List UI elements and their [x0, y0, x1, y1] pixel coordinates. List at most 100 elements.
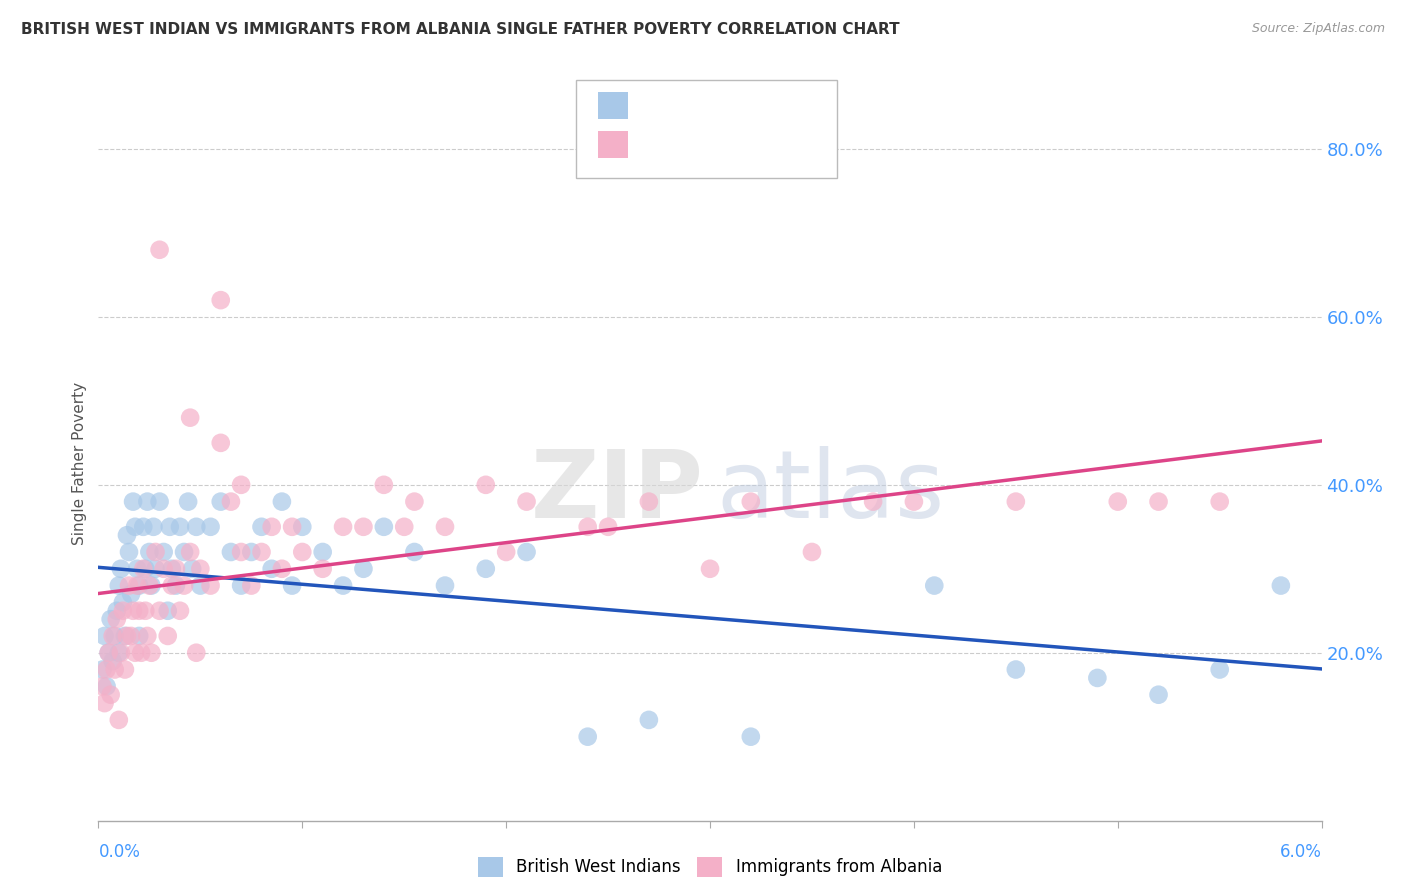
Point — [637, 494, 661, 508]
Point — [169, 520, 191, 534]
Point — [291, 520, 314, 534]
Point — [596, 520, 619, 534]
Text: BRITISH WEST INDIAN VS IMMIGRANTS FROM ALBANIA SINGLE FATHER POVERTY CORRELATION: BRITISH WEST INDIAN VS IMMIGRANTS FROM A… — [21, 22, 900, 37]
Point — [145, 545, 167, 559]
Point — [145, 562, 167, 576]
Point — [311, 562, 335, 576]
Point — [404, 545, 426, 559]
Point — [142, 520, 165, 534]
Point — [128, 629, 150, 643]
Point — [165, 562, 187, 576]
Text: R = -0.067   N = 67: R = -0.067 N = 67 — [637, 95, 827, 113]
Point — [111, 595, 134, 609]
Point — [373, 478, 395, 492]
Point — [1208, 663, 1230, 677]
Point — [160, 578, 183, 592]
Point — [111, 604, 134, 618]
Point — [862, 494, 884, 508]
Point — [132, 520, 155, 534]
Point — [1147, 494, 1170, 508]
Point — [177, 494, 200, 508]
Point — [740, 494, 762, 508]
Point — [105, 612, 128, 626]
Point — [115, 629, 138, 643]
Point — [110, 562, 132, 576]
Point — [188, 562, 212, 576]
Point — [186, 646, 208, 660]
Point — [104, 663, 127, 677]
Point — [209, 435, 232, 450]
Point — [149, 604, 172, 618]
Point — [124, 520, 146, 534]
Point — [740, 730, 762, 744]
Point — [156, 629, 179, 643]
Point — [433, 520, 456, 534]
Point — [149, 494, 172, 508]
Point — [96, 679, 118, 693]
Point — [270, 494, 292, 508]
Point — [209, 293, 232, 307]
Point — [149, 243, 172, 257]
Point — [165, 578, 187, 592]
Text: atlas: atlas — [716, 446, 945, 539]
Point — [352, 520, 374, 534]
Point — [152, 562, 174, 576]
Point — [495, 545, 517, 559]
Point — [120, 587, 142, 601]
Point — [291, 545, 314, 559]
Point — [1270, 578, 1292, 592]
Point — [101, 629, 124, 643]
Point — [260, 562, 283, 576]
Y-axis label: Single Father Poverty: Single Father Poverty — [72, 383, 87, 545]
Point — [104, 629, 127, 643]
Point — [124, 646, 146, 660]
Point — [152, 545, 174, 559]
Point — [281, 520, 304, 534]
Text: 6.0%: 6.0% — [1279, 843, 1322, 861]
Point — [1085, 671, 1108, 685]
Point — [108, 713, 131, 727]
Point — [373, 520, 395, 534]
Point — [903, 494, 925, 508]
Point — [219, 494, 242, 508]
Point — [136, 494, 159, 508]
Point — [392, 520, 416, 534]
Point — [118, 578, 141, 592]
Point — [132, 562, 155, 576]
Point — [134, 604, 156, 618]
Point — [105, 604, 128, 618]
Point — [576, 730, 599, 744]
Text: ZIP: ZIP — [531, 446, 704, 539]
Point — [138, 545, 160, 559]
Point — [1004, 663, 1026, 677]
Point — [200, 578, 222, 592]
Point — [91, 679, 114, 693]
Point — [188, 578, 212, 592]
Point — [229, 545, 253, 559]
Point — [127, 578, 149, 592]
Point — [433, 578, 456, 592]
Point — [97, 646, 120, 660]
Point — [128, 604, 150, 618]
Point — [260, 520, 283, 534]
Point — [91, 663, 114, 677]
Point — [699, 562, 721, 576]
Point — [97, 646, 120, 660]
Point — [1107, 494, 1129, 508]
Point — [134, 562, 156, 576]
Point — [100, 612, 122, 626]
Text: Source: ZipAtlas.com: Source: ZipAtlas.com — [1251, 22, 1385, 36]
Point — [270, 562, 292, 576]
Point — [173, 578, 195, 592]
Point — [127, 562, 149, 576]
Point — [114, 663, 136, 677]
Point — [115, 528, 138, 542]
Point — [159, 520, 181, 534]
Point — [576, 520, 599, 534]
Text: R =  0.347   N = 72: R = 0.347 N = 72 — [637, 135, 827, 153]
Point — [141, 578, 163, 592]
Point — [122, 494, 145, 508]
Point — [404, 494, 426, 508]
Point — [136, 629, 159, 643]
Point — [200, 520, 222, 534]
